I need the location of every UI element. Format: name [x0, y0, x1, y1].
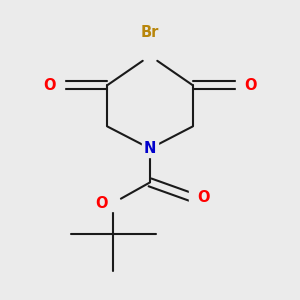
Text: O: O: [43, 78, 56, 93]
Bar: [99, 195, 116, 211]
Text: N: N: [144, 141, 156, 156]
Text: Br: Br: [141, 25, 159, 40]
Text: O: O: [95, 196, 107, 211]
Text: O: O: [197, 190, 210, 205]
Bar: [142, 140, 158, 157]
Text: O: O: [244, 78, 257, 93]
Bar: [135, 32, 165, 48]
Bar: [236, 77, 252, 93]
Bar: [48, 77, 64, 93]
Bar: [189, 189, 205, 205]
